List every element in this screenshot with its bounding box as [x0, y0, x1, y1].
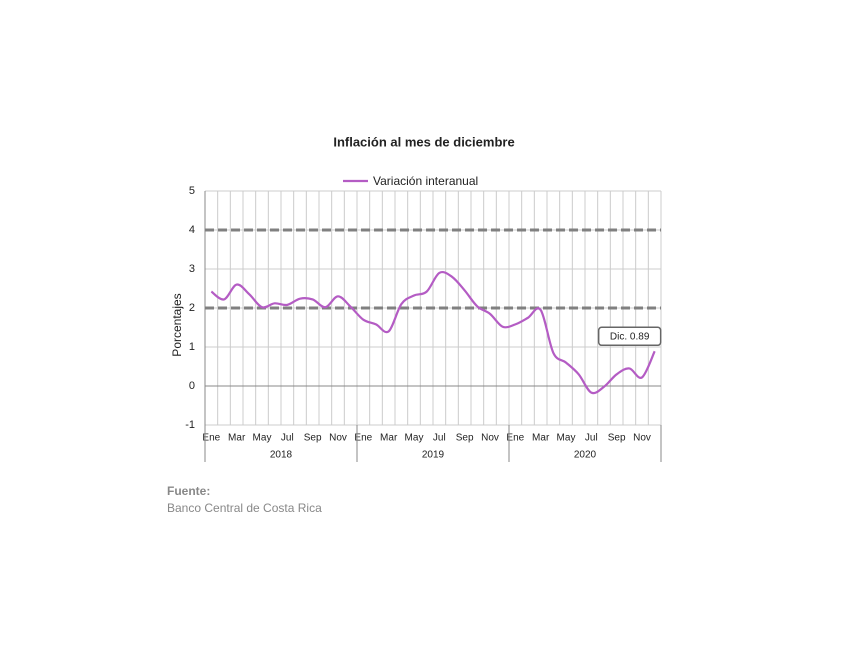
group-label: 2018: [270, 450, 293, 461]
x-tick-label: Mar: [228, 433, 246, 444]
y-tick-label: -1: [185, 419, 195, 431]
y-tick-label: 1: [189, 341, 195, 353]
x-tick-label: Nov: [481, 433, 499, 444]
series-line: [210, 270, 656, 395]
x-tick-label: Ene: [506, 433, 524, 444]
x-tick-label: Jul: [433, 433, 446, 444]
y-tick-label: 4: [189, 224, 195, 236]
y-tick-label: 2: [189, 302, 195, 314]
y-tick-label: 0: [189, 380, 195, 392]
x-tick-label: Nov: [329, 433, 347, 444]
source-text: Banco Central de Costa Rica: [167, 501, 322, 515]
x-tick-label: Sep: [608, 433, 626, 444]
x-tick-label: Mar: [380, 433, 398, 444]
x-tick-label: Jul: [281, 433, 294, 444]
chart-title: Inflación al mes de diciembre: [333, 134, 514, 149]
x-tick-label: Ene: [354, 433, 372, 444]
x-tick-label: May: [405, 433, 424, 444]
x-tick-label: Mar: [532, 433, 550, 444]
y-tick-label: 3: [189, 263, 195, 275]
x-tick-label: Nov: [633, 433, 651, 444]
x-tick-label: Ene: [202, 433, 220, 444]
group-label: 2019: [422, 450, 445, 461]
x-tick-label: Sep: [304, 433, 322, 444]
group-label: 2020: [574, 450, 597, 461]
x-tick-label: Jul: [585, 433, 598, 444]
annotation-box: [597, 326, 662, 347]
annotation: Dic. 0.89: [610, 331, 650, 342]
x-tick-label: May: [557, 433, 576, 444]
y-axis-label: Porcentajes: [170, 293, 184, 356]
x-tick-label: May: [253, 433, 272, 444]
x-tick-label: Sep: [456, 433, 474, 444]
legend-label: Variación interanual: [373, 174, 478, 188]
source-label: Fuente:: [167, 484, 210, 498]
y-tick-label: 5: [189, 185, 195, 197]
